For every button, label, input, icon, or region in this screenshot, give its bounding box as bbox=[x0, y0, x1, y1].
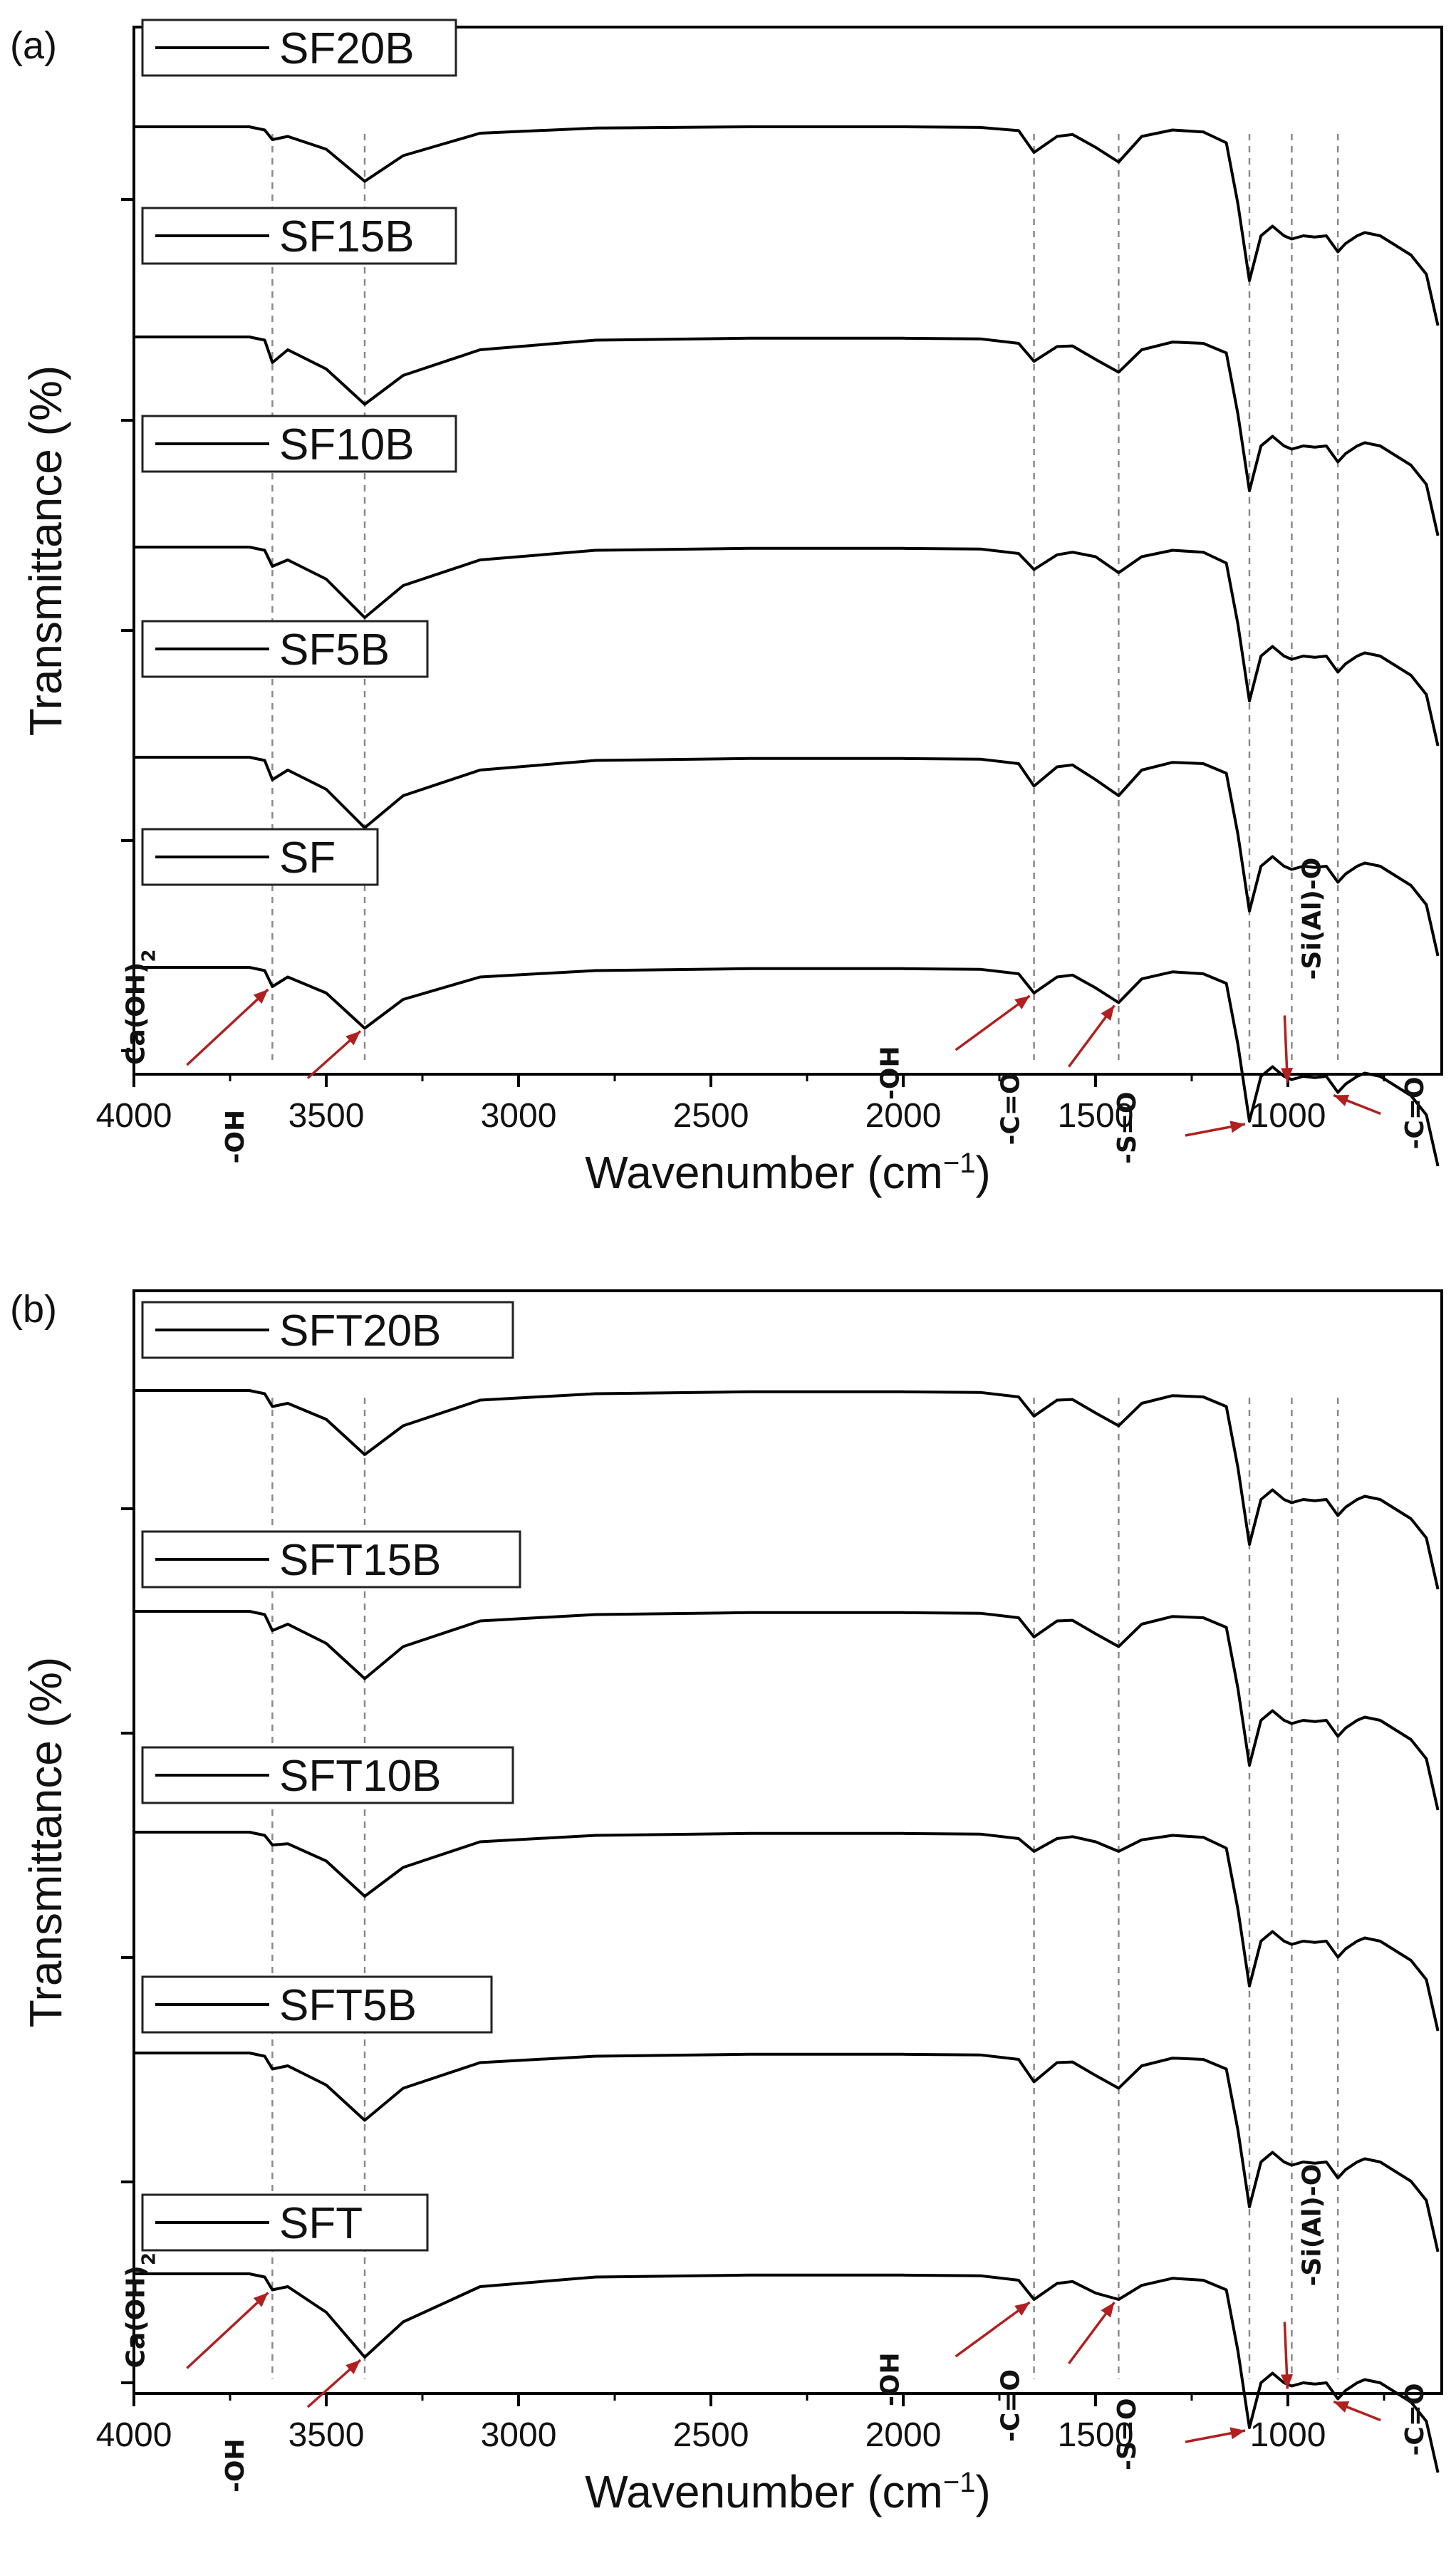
annotation-4: -C=O bbox=[996, 2301, 1116, 2442]
annotation-label: -OH bbox=[221, 1110, 250, 1164]
x-tick-label: 3500 bbox=[288, 2416, 365, 2454]
x-tick-label: 3500 bbox=[288, 1097, 365, 1135]
panel-b: 4000 3500 3000 2500 2000 1500 1000 SFT20B SFT15B… bbox=[10, 1288, 1443, 2517]
annotation-7: -C=O bbox=[1333, 2383, 1430, 2456]
annotation-label: -Si(Al)-O bbox=[1297, 2164, 1326, 2287]
legend-label: SF5B bbox=[279, 625, 390, 675]
legend-sf: SF bbox=[141, 828, 379, 886]
x-tick-label: 3000 bbox=[481, 2416, 557, 2454]
annotation-arrowhead bbox=[1280, 1067, 1294, 1083]
annotation-6: -Si(Al)-O bbox=[1280, 2164, 1326, 2389]
legend-label: SFT15B bbox=[279, 1536, 441, 1585]
x-tick-label: 3000 bbox=[481, 1097, 557, 1135]
legend-sf10b: SF10B bbox=[141, 415, 457, 473]
annotation-label: -C=O bbox=[1400, 1076, 1430, 1149]
legend-sft15b: SFT15B bbox=[141, 1530, 521, 1589]
series-line-sft15b bbox=[134, 1610, 1440, 1811]
legend-sf5b: SF5B bbox=[141, 620, 429, 678]
legend-label: SF20B bbox=[279, 24, 415, 73]
annotation-label: -OH bbox=[876, 1046, 905, 1100]
annotation-4: -C=O bbox=[996, 1004, 1116, 1145]
series-line-sf bbox=[134, 966, 1440, 1167]
series-line-sft20b bbox=[134, 1389, 1440, 1590]
annotation-arrowhead bbox=[1333, 1094, 1350, 1106]
x-tick-label: 2000 bbox=[865, 2416, 942, 2454]
legend-label: SFT5B bbox=[279, 1981, 417, 2030]
annotation-label: -S=O bbox=[1113, 2398, 1142, 2470]
legend-label: SF15B bbox=[279, 212, 415, 261]
legend-sf20b: SF20B bbox=[141, 19, 457, 77]
annotation-5: -S=O bbox=[1113, 2398, 1246, 2470]
annotation-label: -Si(Al)-O bbox=[1297, 858, 1326, 980]
y-axis-title: Transmittance (%) bbox=[20, 365, 71, 736]
series-line-sf15b bbox=[134, 336, 1440, 536]
legend-sft5b: SFT5B bbox=[141, 1975, 493, 2034]
plot-frame bbox=[132, 26, 1443, 1076]
legend-sft20b: SFT20B bbox=[141, 1301, 514, 1359]
x-tick-label: 1000 bbox=[1250, 1097, 1326, 1135]
x-tick-label: 1500 bbox=[1058, 1097, 1134, 1135]
annotation-arrowhead bbox=[1229, 2427, 1245, 2440]
annotation-arrowhead bbox=[1014, 2302, 1030, 2316]
annotation-arrowhead bbox=[345, 2360, 360, 2374]
legend-label: SFT10B bbox=[279, 1752, 441, 1801]
x-tick-label: 4000 bbox=[96, 1097, 172, 1135]
annotation-arrow bbox=[186, 988, 269, 1066]
annotation-arrowhead bbox=[253, 989, 269, 1004]
annotation-arrowhead bbox=[1014, 996, 1030, 1009]
annotation-5: -S=O bbox=[1113, 1091, 1246, 1164]
annotation-label: Ca(OH)2 bbox=[121, 2252, 160, 2368]
annotation-arrowhead bbox=[1229, 1121, 1245, 1133]
annotation-arrow bbox=[186, 2292, 269, 2369]
annotation-label: -S=O bbox=[1113, 1091, 1142, 1164]
series-line-sft bbox=[134, 2272, 1440, 2473]
annotation-2: -OH bbox=[221, 2359, 362, 2493]
legend-sft: SFT bbox=[141, 2193, 429, 2252]
series-line-sft10b bbox=[134, 1831, 1440, 2032]
annotation-label: -OH bbox=[876, 2352, 905, 2406]
series-line-sf10b bbox=[134, 546, 1440, 747]
panel-a: 4000 3500 3000 2500 2000 1500 1000 SF20B SF15B SF… bbox=[10, 19, 1443, 1198]
x-tick-label: 2500 bbox=[673, 1097, 749, 1135]
legend-label: SF10B bbox=[279, 420, 415, 469]
x-tick-label: 2000 bbox=[865, 1097, 942, 1135]
annotation-label: -C=O bbox=[996, 2369, 1025, 2442]
annotation-label: -C=O bbox=[996, 1072, 1025, 1145]
plot-frame bbox=[132, 1289, 1443, 2395]
series-line-sf20b bbox=[134, 125, 1440, 326]
annotation-arrowhead bbox=[1333, 2401, 1350, 2413]
annotation-arrowhead bbox=[1101, 1005, 1115, 1021]
legend-sft10b: SFT10B bbox=[141, 1746, 514, 1804]
annotation-arrowhead bbox=[1101, 2302, 1115, 2318]
x-tick-label: 2500 bbox=[673, 2416, 749, 2454]
annotation-3: -OH bbox=[876, 2301, 1031, 2406]
annotation-arrow bbox=[955, 2301, 1031, 2358]
x-tick-label: 4000 bbox=[96, 2416, 172, 2454]
annotation-3: -OH bbox=[876, 994, 1031, 1100]
panel-label: (b) bbox=[10, 1288, 57, 1331]
panel-label: (a) bbox=[10, 24, 57, 67]
x-tick-label: 1000 bbox=[1250, 2416, 1326, 2454]
x-tick-label: 1500 bbox=[1058, 2416, 1134, 2454]
y-axis-title: Transmittance (%) bbox=[20, 1657, 71, 2027]
x-axis-title: Wavenumber (cm−1) bbox=[585, 1147, 991, 1198]
annotation-arrowhead bbox=[1280, 2374, 1294, 2389]
annotation-arrowhead bbox=[253, 2292, 269, 2307]
x-axis-title: Wavenumber (cm−1) bbox=[585, 2466, 991, 2517]
annotation-label: -OH bbox=[221, 2438, 250, 2493]
annotation-2: -OH bbox=[221, 1030, 362, 1164]
legend-label: SF bbox=[279, 833, 336, 883]
legend-label: SFT20B bbox=[279, 1306, 441, 1356]
annotation-arrowhead bbox=[345, 1031, 360, 1046]
annotation-label: -C=O bbox=[1400, 2383, 1430, 2455]
series-line-sf5b bbox=[134, 756, 1440, 957]
legend-label: SFT bbox=[279, 2199, 363, 2248]
annotation-6: -Si(Al)-O bbox=[1280, 858, 1326, 1083]
annotation-7: -C=O bbox=[1333, 1076, 1430, 1150]
annotation-arrow bbox=[955, 994, 1031, 1051]
series-line-sft5b bbox=[134, 2052, 1440, 2252]
legend-sf15b: SF15B bbox=[141, 207, 457, 265]
annotation-1: Ca(OH)2 bbox=[121, 2252, 269, 2369]
